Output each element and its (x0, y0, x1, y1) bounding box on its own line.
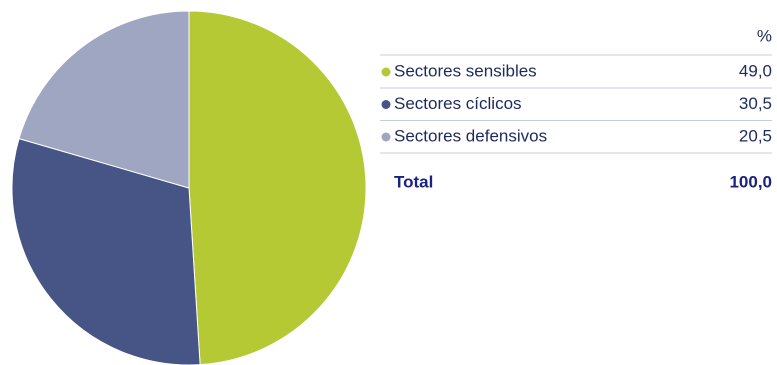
value-label: 49,0 (739, 61, 772, 80)
legend-label: Sectores cíclicos (394, 94, 522, 113)
legend-marker (381, 67, 391, 77)
value-label: 30,5 (739, 94, 772, 113)
pie-slice (11, 137, 201, 365)
legend-label: Sectores sensibles (394, 61, 537, 80)
legend-marker (381, 100, 391, 109)
value-label: 20,5 (739, 126, 772, 145)
legend-marker (381, 132, 391, 142)
pie-slice (18, 10, 190, 189)
total-label: Total (394, 172, 433, 191)
legend-label: Sectores defensivos (394, 126, 547, 145)
pie-slice (188, 10, 367, 365)
total-value: 100,0 (729, 172, 772, 191)
column-header: % (757, 26, 772, 45)
